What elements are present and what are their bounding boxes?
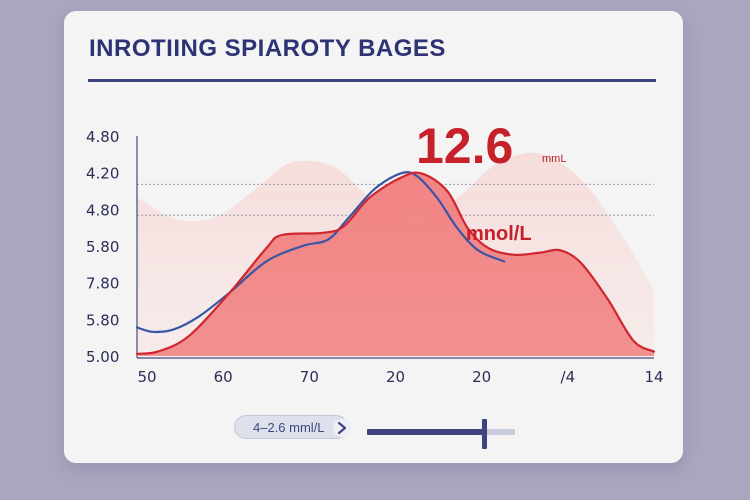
x-tick-label: 20	[472, 368, 491, 386]
slider-handle[interactable]	[482, 419, 487, 449]
y-tick-label: 4.20	[86, 165, 119, 183]
series-red-area	[137, 172, 654, 356]
current-value: 12.6	[416, 118, 514, 174]
series-red-line	[135, 171, 656, 355]
x-tick-label: 70	[300, 368, 319, 386]
y-tick-label: 4.80	[86, 128, 119, 146]
slider-fill	[367, 429, 484, 435]
y-tick-label: 4.80	[86, 201, 119, 219]
y-tick-label: 5.00	[86, 348, 119, 366]
curve-unit-label: mnol/L	[466, 223, 532, 245]
current-value-unit: mmL	[542, 153, 567, 165]
x-tick-label: 20	[386, 368, 405, 386]
y-tick-label: 5.80	[86, 311, 119, 329]
y-tick-label: 7.80	[86, 275, 119, 293]
x-tick-label: 60	[214, 368, 233, 386]
range-chip[interactable]: 4–2.6 mml/L	[234, 415, 351, 439]
title-divider	[88, 79, 656, 82]
x-tick-label: /4	[561, 368, 576, 386]
chevron-right-icon[interactable]	[331, 417, 353, 439]
x-tick-label: 50	[137, 368, 156, 386]
x-tick-label: 14	[644, 368, 663, 386]
chart-card: INROTIING SPIAROTY BAGES 4.80 4.20 4.80 5.8…	[64, 11, 683, 463]
y-tick-label: 5.80	[86, 238, 119, 256]
range-slider[interactable]	[367, 419, 515, 449]
chart-title: INROTIING SPIAROTY BAGES	[89, 35, 446, 62]
range-chip-label: 4–2.6 mml/L	[253, 420, 325, 435]
area-chart: 4.80 4.20 4.80 5.80 7.80 5.80 5.00 50 60 70 20 20/4…	[86, 128, 664, 386]
